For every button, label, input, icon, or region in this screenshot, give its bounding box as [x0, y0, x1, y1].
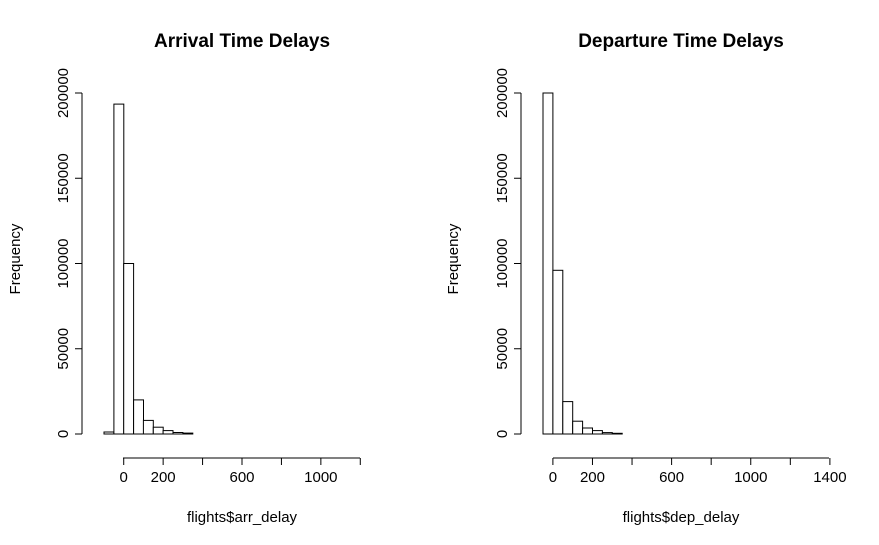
histogram-bar [552, 269, 564, 435]
y-axis: 0 50000 100000 150000 200000 [494, 68, 522, 438]
x-tick-label: 600 [229, 469, 254, 486]
histogram-bar [592, 430, 603, 435]
histogram-bar [133, 399, 145, 435]
y-tick-label: 0 [494, 430, 511, 438]
histogram-bar [601, 432, 613, 435]
y-tick-label: 50000 [494, 328, 511, 370]
x-tick-label: 1000 [304, 469, 337, 486]
bars [103, 103, 194, 435]
x-axis: 0 200 600 1000 [120, 457, 361, 486]
y-axis: 0 50000 100000 150000 200000 [55, 68, 83, 438]
histogram-bar [162, 430, 174, 435]
y-tick-label: 100000 [55, 238, 72, 288]
x-axis-label: flights$arr_delay [187, 509, 298, 526]
histogram-bar [611, 432, 623, 435]
y-tick-label: 200000 [494, 68, 511, 118]
x-tick-label: 200 [151, 469, 176, 486]
chart-title: Departure Time Delays [578, 31, 784, 52]
y-axis-label: Frequency [7, 223, 24, 294]
arrival-delay-histogram: Arrival Time Delays flights$arr_delay Fr… [7, 31, 361, 526]
x-axis-label: flights$dep_delay [623, 509, 740, 526]
histogram-bar [182, 432, 194, 435]
histogram-bar [582, 427, 593, 435]
y-tick-label: 0 [55, 430, 72, 438]
histogram-bar [152, 426, 164, 435]
histogram-bar [172, 432, 184, 435]
y-tick-label: 150000 [494, 153, 511, 203]
y-tick-label: 200000 [55, 68, 72, 118]
y-tick-label: 150000 [55, 153, 72, 203]
x-tick-label: 0 [120, 469, 128, 486]
histogram-bar [572, 420, 584, 435]
histogram-bar [113, 103, 125, 435]
departure-delay-histogram: Departure Time Delays flights$dep_delay … [445, 31, 847, 526]
histogram-bar [142, 419, 154, 435]
histogram-bar [542, 92, 554, 435]
x-axis: 0 200 600 1000 1400 [549, 457, 847, 486]
histogram-bar [562, 401, 574, 435]
histogram-bar [103, 431, 115, 435]
histogram-bar [123, 263, 135, 435]
x-tick-label: 200 [580, 469, 605, 486]
y-tick-label: 100000 [494, 238, 511, 288]
x-tick-label: 0 [549, 469, 557, 486]
y-axis-label: Frequency [445, 223, 462, 294]
x-tick-label: 1400 [813, 469, 846, 486]
x-tick-label: 1000 [734, 469, 767, 486]
bars [542, 92, 623, 435]
chart-title: Arrival Time Delays [154, 31, 330, 52]
x-tick-label: 600 [659, 469, 684, 486]
y-tick-label: 50000 [55, 328, 72, 370]
